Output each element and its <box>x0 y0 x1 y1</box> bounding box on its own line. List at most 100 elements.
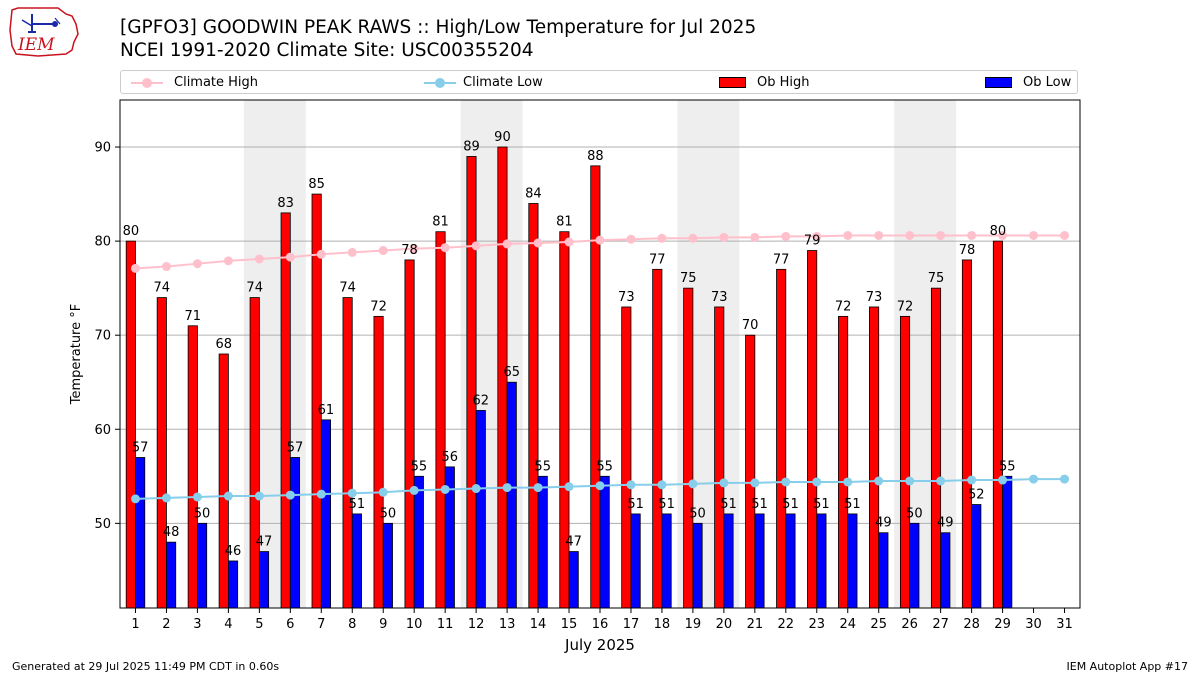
x-tick-label: 12 <box>468 617 485 632</box>
ob-low-bar <box>475 410 486 609</box>
x-tick-label: 2 <box>162 617 170 632</box>
climate-high-point <box>533 238 543 248</box>
legend-label-climate-high: Climate High <box>174 75 259 90</box>
ob-low-bar <box>568 551 579 609</box>
ob-low-bar <box>258 551 270 609</box>
ob-high-bar <box>714 306 725 609</box>
x-axis-label: July 2025 <box>564 636 635 654</box>
ob-high-value-label: 72 <box>835 299 852 314</box>
app-credit: IEM Autoplot App #17 <box>1066 660 1189 673</box>
ob-high-value-label: 83 <box>277 196 294 211</box>
climate-high-point <box>161 262 171 272</box>
ob-high-value-label: 77 <box>649 252 666 267</box>
climate-low-point <box>533 483 543 493</box>
climate-high-point <box>936 230 946 240</box>
ob-low-value-label: 47 <box>256 535 273 550</box>
chart-title: [GPFO3] GOODWIN PEAK RAWS :: High/Low Te… <box>120 17 757 38</box>
ob-low-value-label: 48 <box>163 525 180 540</box>
climate-high-point <box>626 234 636 244</box>
ob-high-value-label: 85 <box>308 177 325 192</box>
ob-high-value-label: 88 <box>587 149 604 164</box>
ob-low-bar <box>197 522 208 609</box>
ob-high-bar <box>899 315 911 609</box>
climate-low-point <box>409 485 419 495</box>
climate-high-point <box>1029 230 1039 240</box>
ob-low-bar <box>723 513 734 609</box>
ob-high-bar <box>187 325 198 609</box>
ob-high-value-label: 73 <box>866 290 883 305</box>
climate-high-point <box>967 230 977 240</box>
climate-low-point <box>347 488 357 498</box>
ob-low-bar <box>692 522 703 609</box>
x-tick-label: 14 <box>530 617 547 632</box>
ob-high-bar <box>125 240 136 609</box>
y-axis-label: Temperature °F <box>69 304 84 405</box>
ob-high-value-label: 75 <box>928 271 945 286</box>
climate-high-point <box>285 252 295 262</box>
ob-low-bar <box>320 419 331 609</box>
ob-low-value-label: 49 <box>875 516 892 531</box>
x-tick-label: 29 <box>994 617 1011 632</box>
x-tick-label: 17 <box>623 617 640 632</box>
ob-low-bar <box>940 532 951 609</box>
ob-high-swatch <box>719 77 746 88</box>
x-tick-label: 20 <box>716 617 733 632</box>
x-tick-label: 6 <box>286 617 294 632</box>
x-tick-label: 16 <box>592 617 609 632</box>
ob-high-value-label: 70 <box>742 318 759 333</box>
climate-low-point <box>285 490 295 500</box>
climate-high-point <box>595 235 605 245</box>
climate-low-point <box>316 489 326 499</box>
ob-high-value-label: 73 <box>711 290 728 305</box>
climate-high-point <box>843 230 853 240</box>
ob-high-value-label: 74 <box>339 281 356 296</box>
climate-low-point <box>378 487 388 497</box>
chart-subtitle: NCEI 1991-2020 Climate Site: USC00355204 <box>120 40 534 61</box>
climate-high-point <box>781 231 791 241</box>
iem-logo: IEM <box>9 7 79 57</box>
ob-high-value-label: 77 <box>773 252 790 267</box>
ob-high-value-label: 74 <box>154 281 171 296</box>
ob-low-value-label: 51 <box>720 497 737 512</box>
climate-low-point <box>905 476 915 486</box>
climate-low-point <box>223 491 233 501</box>
ob-low-bar <box>847 513 858 609</box>
ob-high-bar <box>218 353 229 609</box>
x-tick-label: 27 <box>932 617 949 632</box>
ob-high-value-label: 80 <box>990 224 1007 239</box>
climate-high-point <box>223 256 233 266</box>
ob-high-value-label: 81 <box>432 215 449 230</box>
ob-high-bar <box>373 315 384 609</box>
climate-low-point <box>626 480 636 490</box>
climate-high-point <box>719 232 729 242</box>
ob-low-bar <box>878 532 889 609</box>
ob-high-value-label: 78 <box>959 243 976 258</box>
ob-high-value-label: 80 <box>123 224 140 239</box>
y-tick-label: 60 <box>94 423 111 438</box>
ob-low-bar <box>630 513 641 609</box>
x-tick-label: 22 <box>778 617 795 632</box>
climate-low-point <box>1060 474 1070 484</box>
ob-high-value-label: 68 <box>215 337 232 352</box>
ob-high-bar <box>961 259 973 609</box>
climate-low-point <box>812 477 822 487</box>
climate-low-point <box>719 478 729 488</box>
x-tick-label: 31 <box>1056 617 1073 632</box>
ob-high-value-label: 79 <box>804 234 821 249</box>
ob-high-value-label: 89 <box>463 139 480 154</box>
ob-low-value-label: 61 <box>318 403 335 418</box>
x-tick-label: 3 <box>193 617 201 632</box>
ob-low-value-label: 65 <box>503 365 520 380</box>
x-tick-label: 23 <box>809 617 826 632</box>
ob-low-bar <box>785 513 796 609</box>
ob-low-value-label: 49 <box>937 516 954 531</box>
x-tick-label: 19 <box>685 617 702 632</box>
ob-low-bar <box>413 475 424 609</box>
climate-high-point <box>130 263 140 273</box>
ob-low-value-label: 51 <box>349 497 366 512</box>
ob-high-bar <box>930 287 942 609</box>
ob-low-bar <box>971 504 982 609</box>
ob-high-bar <box>156 297 167 609</box>
ob-high-bar <box>807 250 818 609</box>
ob-low-swatch <box>985 77 1012 88</box>
